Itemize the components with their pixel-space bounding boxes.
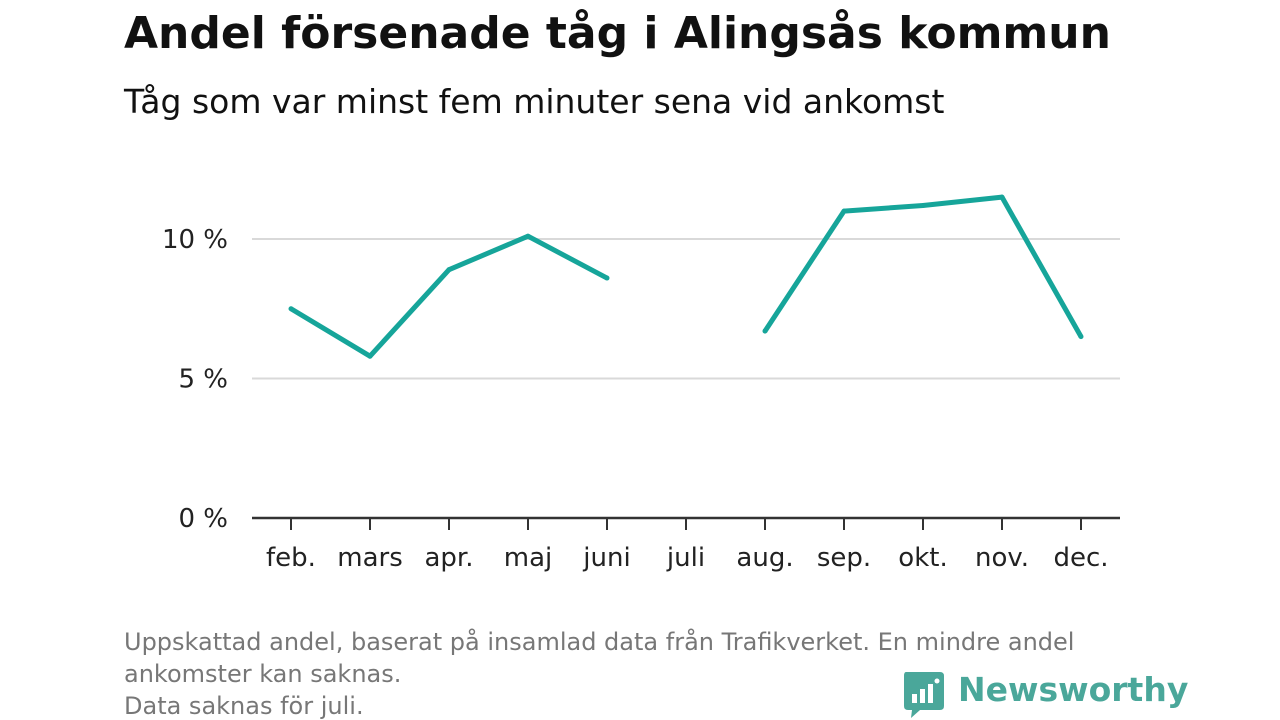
x-tick-label: aug. [736, 543, 793, 573]
x-tick-label: juni [582, 543, 630, 573]
x-tick-label: sep. [817, 543, 871, 573]
data-point [999, 194, 1005, 200]
footnote-line-1: Uppskattad andel, baserat på insamlad da… [124, 628, 1075, 656]
logo-text: Newsworthy [958, 670, 1189, 709]
footnote-line-2: ankomster kan saknas. [124, 660, 402, 688]
data-point [446, 267, 452, 273]
y-tick-label: 0 % [178, 504, 228, 534]
x-tick-label: okt. [898, 543, 947, 573]
footnote-line-3: Data saknas för juli. [124, 692, 364, 720]
data-point [604, 275, 610, 281]
x-tick-label: mars [337, 543, 403, 573]
x-tick-label: nov. [975, 543, 1029, 573]
y-tick-label: 5 % [178, 365, 228, 395]
x-tick-label: dec. [1053, 543, 1108, 573]
chart-subtitle: Tåg som var minst fem minuter sena vid a… [124, 82, 945, 121]
data-point [288, 306, 294, 312]
x-tick-label: feb. [266, 543, 316, 573]
chart-title: Andel försenade tåg i Alingsås kommun [124, 8, 1111, 59]
newsworthy-logo: Newsworthy [902, 670, 1188, 720]
x-tick-label: maj [504, 543, 552, 573]
x-tick-label: juli [666, 543, 705, 573]
data-point [525, 233, 531, 239]
y-tick-label: 10 % [162, 225, 228, 255]
series-line-segment [762, 194, 1084, 338]
series-line-segment [289, 233, 609, 359]
data-point [920, 203, 926, 209]
chart-bubble-icon [904, 672, 944, 718]
x-tick-label: apr. [424, 543, 473, 573]
data-point [367, 353, 373, 359]
data-point [1078, 334, 1084, 340]
data-point [762, 328, 768, 334]
data-point [841, 208, 847, 214]
